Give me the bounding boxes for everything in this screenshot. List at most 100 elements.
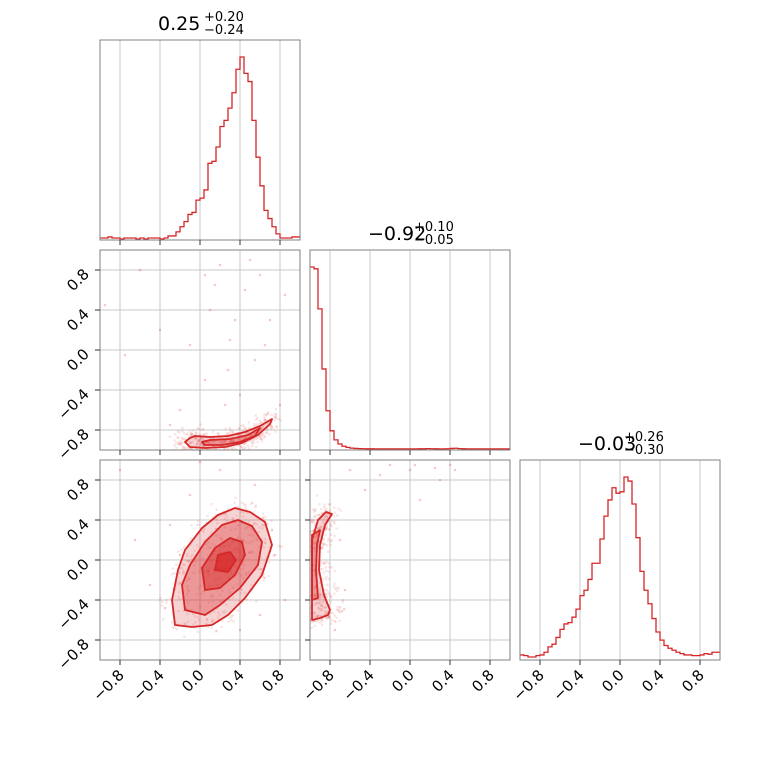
sample-point bbox=[258, 419, 261, 422]
outlier-point bbox=[253, 483, 257, 487]
sample-point bbox=[230, 618, 233, 622]
sample-point bbox=[328, 615, 331, 618]
sample-point bbox=[212, 610, 216, 613]
sample-point bbox=[223, 440, 226, 443]
sample-point bbox=[320, 596, 324, 599]
histogram-panel-3 bbox=[519, 459, 721, 665]
sample-point bbox=[325, 569, 328, 573]
parameter-title: −0.92 bbox=[368, 223, 426, 245]
sample-point bbox=[325, 588, 329, 592]
grid bbox=[119, 40, 281, 240]
sample-point bbox=[250, 527, 253, 531]
sample-point bbox=[339, 605, 342, 609]
sample-point bbox=[339, 509, 342, 512]
sample-point bbox=[210, 502, 213, 506]
sample-point bbox=[261, 516, 265, 520]
sample-point bbox=[335, 527, 338, 530]
sample-point bbox=[232, 439, 235, 442]
sample-point bbox=[337, 507, 340, 510]
sample-point bbox=[306, 530, 309, 533]
sample-point bbox=[219, 537, 223, 540]
sample-point bbox=[318, 595, 321, 598]
outlier-point bbox=[188, 493, 192, 497]
sample-point bbox=[209, 546, 213, 549]
x-tick-label: −0.4 bbox=[339, 666, 377, 704]
outlier-point bbox=[178, 553, 182, 557]
outlier-point bbox=[438, 478, 442, 482]
sample-point bbox=[307, 543, 310, 546]
scatter-panel-2-0 bbox=[95, 459, 301, 665]
outlier-point bbox=[218, 468, 222, 472]
sample-point bbox=[319, 601, 322, 604]
sample-point bbox=[230, 615, 233, 618]
sample-point bbox=[227, 446, 231, 450]
sample-point bbox=[251, 501, 254, 504]
sample-point bbox=[258, 530, 261, 533]
sample-point bbox=[335, 586, 339, 590]
sample-point bbox=[255, 600, 258, 603]
sample-point bbox=[240, 538, 243, 542]
sample-point bbox=[259, 567, 263, 571]
sample-point bbox=[240, 446, 244, 450]
sample-point bbox=[185, 613, 189, 616]
sample-point bbox=[197, 570, 201, 574]
sample-point bbox=[224, 513, 227, 516]
sample-point bbox=[312, 519, 315, 522]
sample-point bbox=[187, 560, 190, 563]
sample-point bbox=[201, 433, 205, 437]
sample-point bbox=[301, 600, 304, 603]
sample-point bbox=[239, 444, 243, 448]
outlier-point bbox=[283, 293, 287, 297]
parameter-title: −0.03 bbox=[578, 433, 636, 455]
sample-point bbox=[342, 607, 346, 611]
y-tick-label: −0.4 bbox=[54, 385, 92, 423]
sample-point bbox=[176, 550, 180, 553]
sample-point bbox=[205, 618, 209, 621]
sample-point bbox=[303, 530, 306, 533]
sample-point bbox=[261, 527, 264, 530]
sample-point bbox=[306, 533, 309, 536]
x-tick-label: 0.4 bbox=[218, 666, 248, 696]
sample-point bbox=[226, 515, 229, 519]
sample-point bbox=[329, 533, 333, 536]
sample-point bbox=[315, 615, 318, 619]
sample-point bbox=[214, 630, 218, 633]
sample-point bbox=[175, 627, 179, 631]
sample-point bbox=[262, 579, 266, 582]
sample-point bbox=[330, 539, 334, 542]
sample-point bbox=[263, 538, 267, 541]
sample-point bbox=[304, 529, 307, 532]
outlier-point bbox=[253, 358, 257, 362]
sample-point bbox=[322, 598, 326, 602]
y-tick-label: 0.4 bbox=[63, 515, 93, 545]
outlier-point bbox=[273, 553, 277, 557]
sample-point bbox=[177, 440, 180, 444]
outlier-point bbox=[278, 403, 282, 407]
sample-point bbox=[324, 528, 327, 532]
sample-point bbox=[338, 606, 341, 610]
sample-point bbox=[185, 552, 189, 556]
sample-point bbox=[313, 611, 317, 615]
sample-point bbox=[322, 562, 326, 565]
sample-point bbox=[191, 432, 194, 436]
sample-point bbox=[323, 609, 326, 613]
sample-point bbox=[262, 413, 266, 416]
grid bbox=[539, 460, 701, 660]
sample-point bbox=[197, 438, 201, 442]
sample-point bbox=[317, 607, 321, 610]
sample-point bbox=[229, 440, 232, 444]
outlier-point bbox=[163, 606, 167, 610]
sample-point bbox=[214, 451, 217, 454]
x-tick-label: −0.8 bbox=[299, 666, 337, 704]
sample-point bbox=[202, 427, 205, 431]
sample-point bbox=[278, 546, 282, 549]
sample-point bbox=[328, 502, 332, 506]
sample-point bbox=[317, 601, 321, 604]
sample-point bbox=[242, 510, 245, 514]
sample-point bbox=[325, 525, 329, 529]
sample-point bbox=[280, 544, 284, 548]
sample-point bbox=[183, 622, 186, 626]
sample-point bbox=[196, 441, 200, 445]
sample-point bbox=[183, 635, 186, 639]
sample-point bbox=[202, 444, 205, 448]
